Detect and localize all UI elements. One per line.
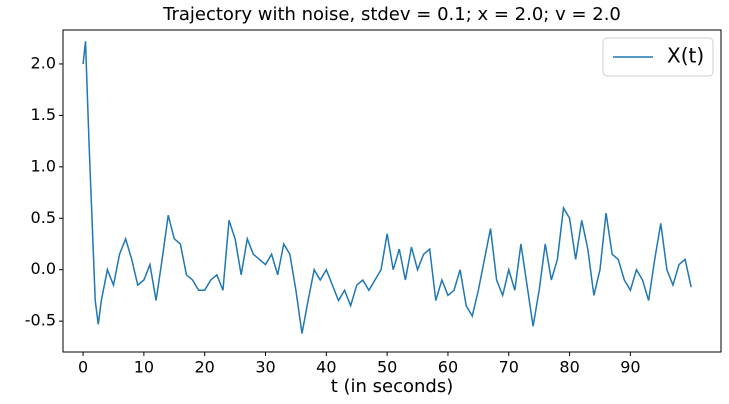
x-tick-label: 40 bbox=[316, 358, 336, 377]
x-tick-label: 60 bbox=[438, 358, 458, 377]
y-tick-label: 1.5 bbox=[31, 105, 56, 124]
x-tick-label: 50 bbox=[377, 358, 397, 377]
chart-title: Trajectory with noise, stdev = 0.1; x = … bbox=[162, 4, 621, 25]
x-axis-label: t (in seconds) bbox=[331, 376, 454, 397]
x-tick-label: 70 bbox=[499, 358, 519, 377]
legend-box bbox=[602, 37, 714, 77]
x-tick-label: 10 bbox=[134, 358, 154, 377]
x-tick-label: 90 bbox=[620, 358, 640, 377]
plot-frame bbox=[62, 29, 722, 353]
y-tick-label: -0.5 bbox=[25, 311, 56, 330]
x-tick-label: 0 bbox=[78, 358, 88, 377]
y-tick-label: 0.5 bbox=[31, 208, 56, 227]
legend-label: X(t) bbox=[667, 44, 704, 68]
y-tick-label: 0.0 bbox=[31, 259, 56, 278]
y-tick-label: 1.0 bbox=[31, 156, 56, 175]
line bbox=[82, 41, 692, 334]
x-tick-label: 30 bbox=[255, 358, 275, 377]
x-tick-label: 20 bbox=[195, 358, 215, 377]
y-tick-label: 2.0 bbox=[31, 53, 56, 72]
x-tick-label: 80 bbox=[559, 358, 579, 377]
